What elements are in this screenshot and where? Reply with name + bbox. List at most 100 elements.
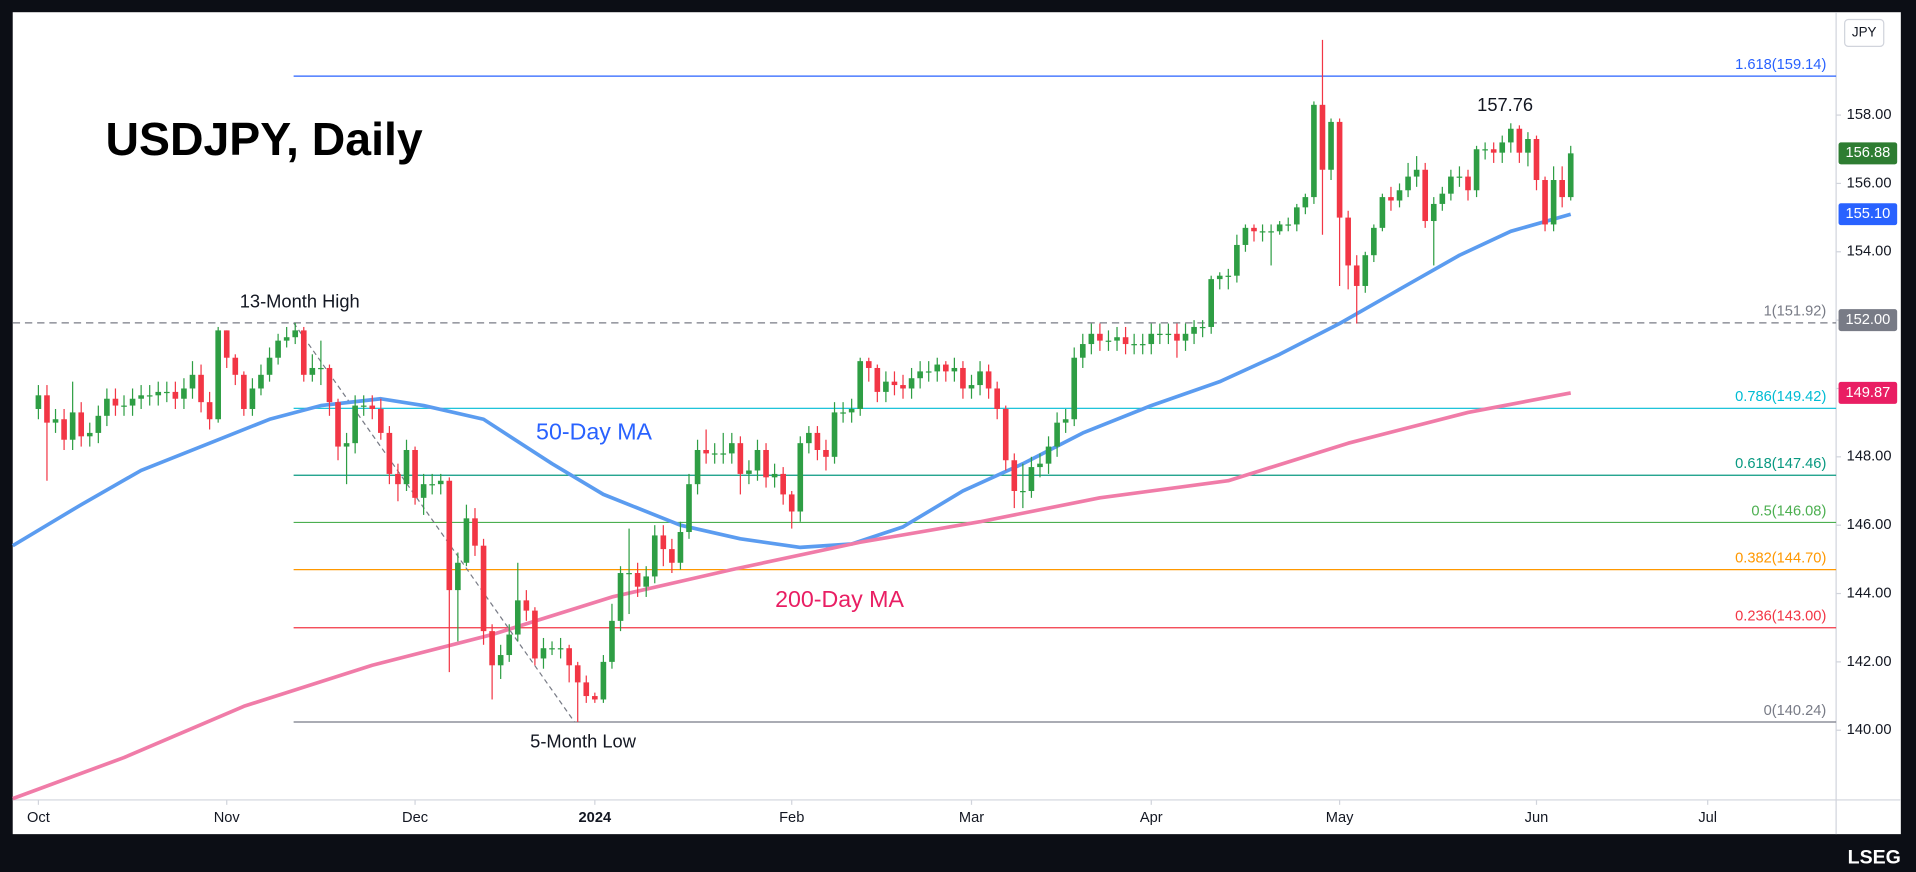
candle-body: [848, 408, 855, 413]
candle-body: [968, 385, 975, 389]
x-tick-label: Oct: [27, 810, 50, 826]
candle-body: [583, 682, 590, 697]
candle-body: [1020, 491, 1026, 493]
candle-body: [994, 388, 1000, 409]
candle-body: [292, 330, 299, 338]
fib-label: 0.786(149.42): [1735, 389, 1826, 405]
fib-label: 0.382(144.70): [1735, 550, 1826, 566]
annotation: 157.76: [1477, 94, 1533, 115]
x-tick-label: Jul: [1698, 810, 1717, 826]
y-tick-label: 148.00: [1847, 449, 1892, 465]
x-tick-label: Apr: [1140, 810, 1163, 826]
candle-body: [181, 388, 187, 399]
candle-body: [472, 518, 478, 546]
candle-body: [189, 374, 196, 389]
candle-body: [1002, 408, 1009, 461]
candle-body: [960, 367, 966, 389]
candle-body: [763, 449, 769, 478]
candle-body: [626, 573, 632, 575]
candle-body: [1079, 344, 1086, 358]
candle-body: [1268, 231, 1274, 233]
candle-body: [412, 449, 418, 498]
candle-body: [335, 402, 341, 447]
candle-body: [1456, 176, 1463, 178]
candle-body: [1182, 333, 1189, 341]
x-tick-label: May: [1326, 810, 1354, 826]
annotation: 5-Month Low: [530, 730, 637, 751]
candle-body: [1465, 176, 1471, 191]
candle-body: [146, 395, 153, 397]
candle-body: [1422, 169, 1429, 222]
candle-body: [977, 371, 983, 386]
candle-body: [506, 634, 513, 656]
candle-body: [138, 395, 144, 399]
candle-body: [1148, 333, 1155, 345]
candle-body: [1473, 149, 1480, 191]
x-tick-label: Feb: [779, 810, 804, 826]
candle-body: [592, 696, 598, 700]
candle-body: [164, 391, 170, 394]
price-tag: [1838, 203, 1898, 226]
fib-label: 0(140.24): [1764, 703, 1827, 719]
candle-body: [857, 361, 864, 409]
candle-body: [1542, 180, 1548, 225]
candle-body: [129, 398, 136, 406]
candle-body: [215, 330, 221, 420]
candle-body: [343, 443, 350, 447]
candle-body: [908, 378, 915, 389]
candle-body: [1285, 224, 1292, 226]
candle-body: [395, 473, 401, 485]
candle-body: [1208, 279, 1214, 327]
candle-body: [523, 600, 530, 611]
candle-body: [386, 432, 393, 474]
candle-body: [1071, 357, 1078, 420]
annotation: 13-Month High: [240, 291, 360, 312]
candle-body: [78, 412, 85, 437]
y-tick-label: 146.00: [1847, 517, 1892, 533]
candle-body: [1131, 344, 1137, 346]
candle-body: [1533, 139, 1540, 181]
candle-body: [1430, 203, 1437, 222]
candle-body: [1011, 460, 1018, 492]
candle-body: [865, 361, 872, 368]
candle-body: [1559, 180, 1565, 198]
candle-body: [1302, 197, 1309, 208]
candle-body: [814, 432, 821, 450]
candle-body: [720, 453, 727, 455]
candle-body: [403, 449, 410, 485]
candle-body: [1028, 467, 1035, 492]
candle-body: [540, 648, 547, 659]
candle-body: [318, 367, 324, 370]
candle-body: [437, 480, 444, 485]
candle-body: [480, 545, 487, 632]
candle-body: [249, 388, 256, 409]
candle-body: [275, 340, 281, 358]
candle-body: [1191, 326, 1197, 334]
price-tag: [1838, 381, 1898, 404]
candle-body: [1062, 419, 1069, 423]
y-tick-label: 142.00: [1847, 654, 1892, 670]
candle-body: [754, 449, 761, 471]
candle-body: [788, 494, 795, 512]
candle-body: [797, 443, 804, 512]
candle-body: [780, 473, 786, 495]
candle-body: [1165, 333, 1172, 336]
candle-body: [1516, 128, 1523, 153]
candle-body: [206, 402, 213, 420]
candle-body: [617, 573, 624, 621]
candle-body: [44, 395, 50, 423]
candle-body: [823, 449, 829, 457]
fib-label: 0.236(143.00): [1735, 609, 1826, 625]
candle-body: [1328, 121, 1334, 170]
candle-body: [369, 405, 376, 409]
candle-body: [1088, 333, 1095, 345]
candle-body: [891, 381, 898, 386]
candle-body: [112, 398, 119, 406]
candle-body: [1139, 344, 1146, 346]
x-tick-label: 2024: [579, 810, 612, 826]
price-tag: [1838, 142, 1898, 165]
price-tag-label: 149.87: [1845, 385, 1890, 401]
candle-body: [574, 665, 581, 683]
